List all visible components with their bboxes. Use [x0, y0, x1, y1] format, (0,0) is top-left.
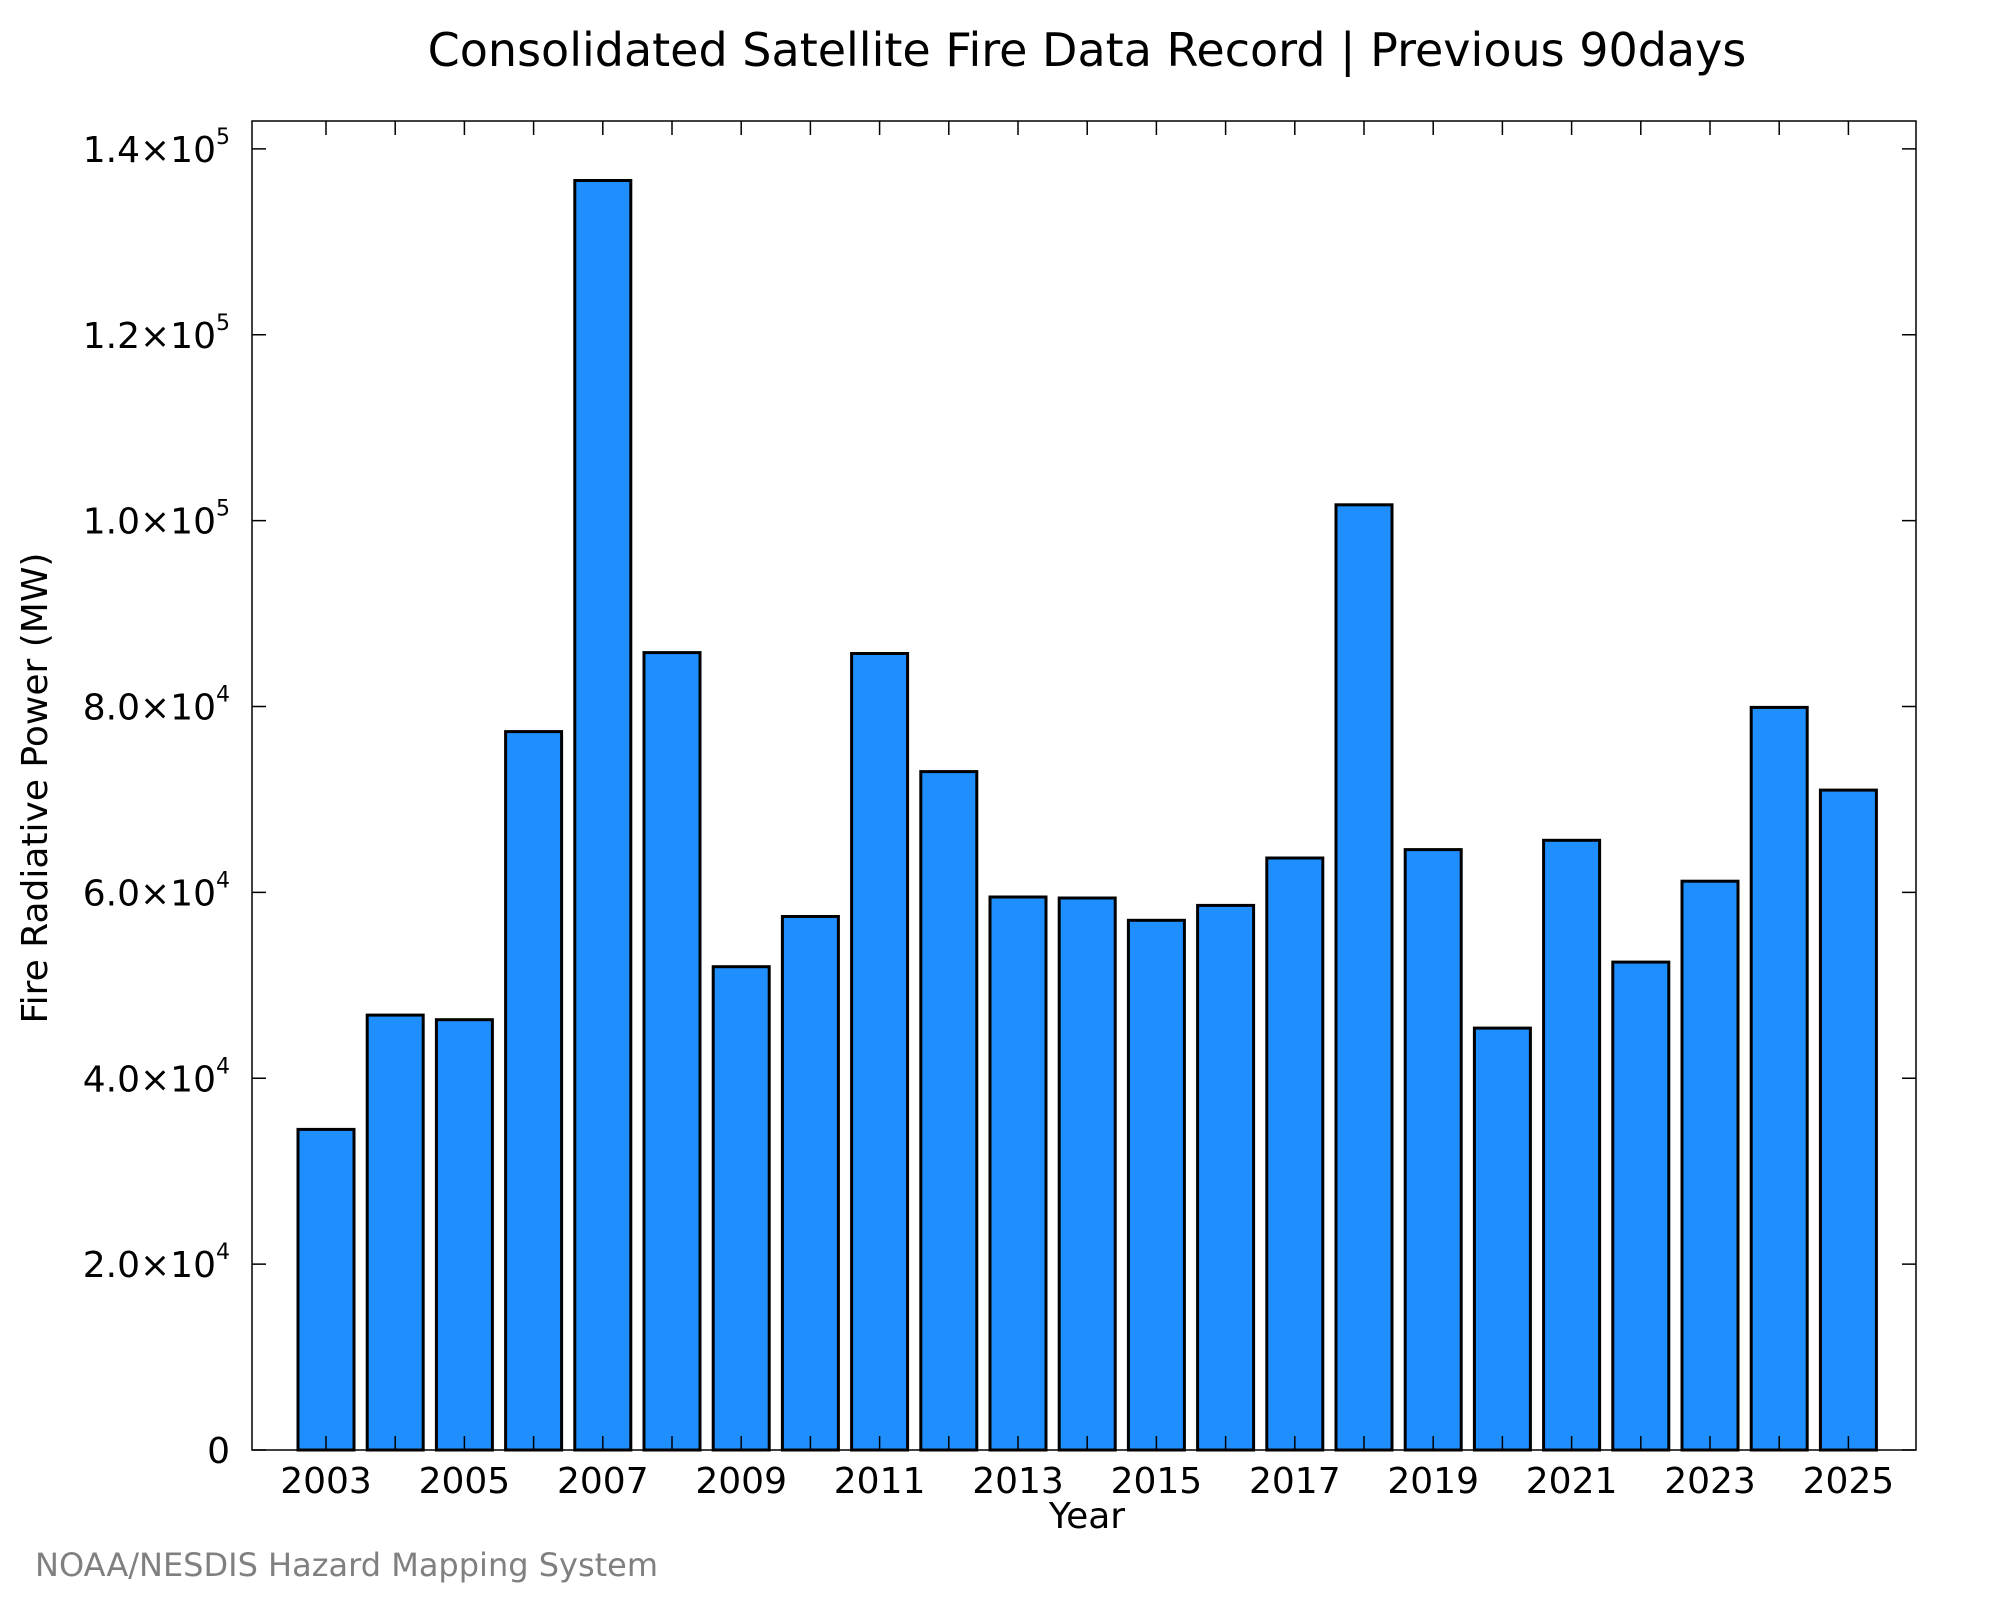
y-tick-label: 4.0×104	[83, 1054, 230, 1100]
credit-text: NOAA/NESDIS Hazard Mapping System	[35, 1546, 658, 1584]
y-tick-label: 0	[207, 1431, 230, 1472]
y-tick-label: 1.0×105	[83, 497, 230, 543]
x-tick-label: 2005	[419, 1461, 511, 1502]
bar-2013	[988, 895, 1048, 1452]
x-tick-label: 2015	[1111, 1461, 1203, 1502]
x-tick-label: 2011	[834, 1461, 926, 1502]
bar-2016	[1196, 903, 1256, 1452]
y-tick-label: 2.0×104	[83, 1240, 230, 1286]
x-tick-label: 2009	[695, 1461, 787, 1502]
y-tick-label: 6.0×104	[83, 868, 230, 914]
bar-2022	[1611, 960, 1671, 1452]
bar-2017	[1265, 856, 1325, 1452]
bar-2007	[573, 179, 633, 1452]
x-tick-label: 2007	[557, 1461, 649, 1502]
bar-2024	[1749, 705, 1809, 1452]
bar-2018	[1334, 503, 1394, 1452]
bar-2012	[919, 770, 979, 1452]
bar-2023	[1680, 879, 1740, 1452]
y-tick-label: 1.4×105	[83, 125, 230, 171]
bar-2010	[780, 915, 840, 1452]
bar-2006	[504, 730, 564, 1452]
bar-2011	[850, 652, 910, 1452]
bar-2005	[434, 1018, 494, 1452]
x-tick-label: 2025	[1803, 1461, 1895, 1502]
x-tick-label: 2017	[1249, 1461, 1341, 1502]
bar-2025	[1818, 788, 1878, 1452]
x-tick-label: 2003	[280, 1461, 372, 1502]
bar-2004	[365, 1013, 425, 1452]
plot-frame	[251, 120, 1917, 1451]
bar-2008	[642, 651, 702, 1452]
x-tick-label: 2023	[1664, 1461, 1756, 1502]
bar-2019	[1403, 848, 1463, 1452]
bar-2014	[1057, 896, 1117, 1452]
bar-2015	[1126, 918, 1186, 1452]
y-axis-label: Fire Radiative Power (MW)	[15, 553, 56, 1024]
x-tick-label: 2021	[1526, 1461, 1618, 1502]
bar-2003	[296, 1127, 356, 1452]
chart-title: Consolidated Satellite Fire Data Record …	[428, 23, 1747, 78]
x-tick-label: 2013	[972, 1461, 1064, 1502]
bar-2009	[711, 965, 771, 1452]
plot-area: 0 2.0×104 4.0×104 6.0×104 8.0×104 1.0×105 1.2×…	[83, 120, 1917, 1502]
x-axis-label: Year	[1048, 1496, 1125, 1537]
bar-2020	[1472, 1026, 1532, 1452]
x-tick-label: 2019	[1387, 1461, 1479, 1502]
bar-2021	[1542, 838, 1602, 1452]
y-tick-label: 1.2×105	[83, 311, 230, 357]
y-tick-label: 8.0×104	[83, 683, 230, 729]
